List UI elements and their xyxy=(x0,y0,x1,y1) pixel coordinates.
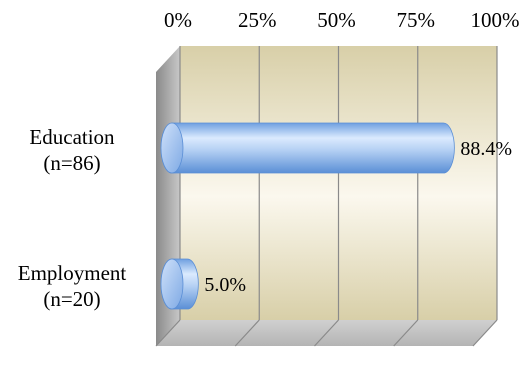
category-label: Education (n=86) xyxy=(29,125,115,175)
bar-0 xyxy=(160,122,455,174)
bar-1 xyxy=(160,258,199,310)
bar-cap-0 xyxy=(160,122,184,174)
x-tick-label: 100% xyxy=(471,8,520,32)
x-tick-label: 0% xyxy=(164,8,192,32)
bars xyxy=(160,122,455,310)
gridlines xyxy=(155,46,498,347)
data-labels: 88.4% 5.0% xyxy=(204,138,512,296)
x-tick-label: 75% xyxy=(397,8,436,32)
category-labels: Education (n=86) Employment (n=20) xyxy=(18,125,127,311)
bar-cap-1 xyxy=(160,258,184,310)
floor-gridline-4 xyxy=(472,319,498,347)
bar-body-0 xyxy=(160,122,455,174)
floor-gridline-3 xyxy=(393,319,419,347)
data-label: 5.0% xyxy=(204,274,246,296)
x-tick-labels: 0% 25% 50% 75% 100% xyxy=(164,8,520,32)
x-tick-label: 25% xyxy=(238,8,277,32)
floor-gridline-2 xyxy=(314,319,339,347)
floor-gridline-1 xyxy=(234,319,260,347)
data-label: 88.4% xyxy=(460,138,512,160)
category-label: Employment (n=20) xyxy=(18,261,127,311)
x-tick-label: 50% xyxy=(317,8,356,32)
floor-gridline-0 xyxy=(155,319,181,347)
